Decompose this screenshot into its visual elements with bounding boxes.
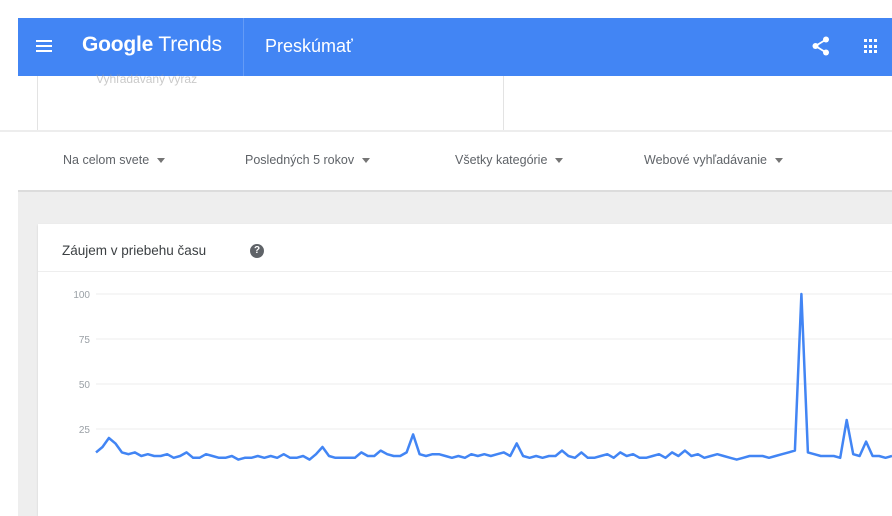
y-tick-label: 75 [79, 335, 91, 346]
card-shadow [0, 130, 892, 132]
search-term-subtitle: Vyhľadávaný výraz [96, 72, 198, 86]
apps-grid-icon[interactable] [864, 39, 879, 54]
page-title: Preskúmať [265, 36, 353, 56]
region-filter-label: Na celom svete [63, 153, 150, 167]
interest-series-line [95, 292, 892, 461]
category-filter-dropdown[interactable]: Všetky kategórie [455, 153, 564, 167]
y-tick-label: 50 [79, 380, 91, 391]
share-icon[interactable] [810, 35, 832, 57]
top-app-bar: Google Trends Preskúmať [18, 18, 892, 76]
y-tick-label: 100 [73, 290, 90, 301]
brand-trends: Trends [158, 33, 222, 56]
time-range-filter-label: Posledných 5 rokov [245, 153, 355, 167]
brand-google: Google [82, 33, 154, 56]
interest-line-chart: 25 50 75 100 [73, 290, 892, 461]
chart-title-divider [38, 271, 892, 272]
help-icon[interactable]: ? [250, 244, 264, 258]
search-type-filter-label: Webové vyhľadávanie [644, 153, 767, 167]
caret-down-icon [555, 158, 564, 164]
caret-down-icon [362, 158, 371, 164]
filter-bar-divider [18, 190, 892, 192]
chart-title: Záujem v priebehu času [62, 243, 207, 258]
y-tick-label: 25 [79, 425, 91, 436]
caret-down-icon [157, 158, 166, 164]
interest-over-time-card: Záujem v priebehu času ? 25 50 75 100 [38, 224, 892, 516]
hamburger-menu-icon[interactable] [36, 38, 52, 54]
search-type-filter-dropdown[interactable]: Webové vyhľadávanie [644, 153, 783, 167]
time-range-filter-dropdown[interactable]: Posledných 5 rokov [245, 153, 371, 167]
google-trends-logo[interactable]: Google Trends [82, 33, 222, 57]
search-term-card: Vyhľadávaný výraz [37, 72, 504, 130]
filter-bar: Na celom svete Posledných 5 rokov Všetky… [0, 132, 892, 190]
region-filter-dropdown[interactable]: Na celom svete [63, 153, 166, 167]
header-divider [243, 18, 244, 76]
category-filter-label: Všetky kategórie [455, 153, 548, 167]
caret-down-icon [774, 158, 783, 164]
